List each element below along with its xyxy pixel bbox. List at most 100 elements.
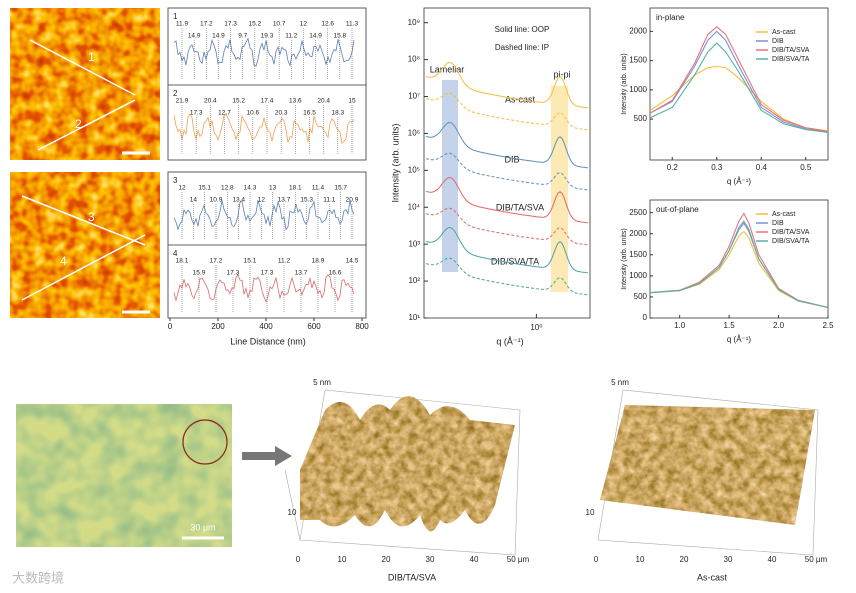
peak-label: 14 bbox=[190, 197, 198, 204]
profile-curve bbox=[173, 113, 355, 144]
peak-label: 10.6 bbox=[247, 110, 260, 117]
y-tick-label: 10 bbox=[586, 508, 595, 517]
panel-label: 2 bbox=[173, 89, 178, 98]
optical-image bbox=[16, 404, 232, 547]
scan-label: 3 bbox=[88, 210, 95, 224]
y-axis-label: Intensity (arb. units) bbox=[390, 123, 400, 202]
z-label: 5 nm bbox=[313, 378, 331, 387]
sample-label: DIB/TA/SVA bbox=[496, 202, 544, 212]
peak-label: 17.2 bbox=[200, 21, 213, 28]
x-tick-label: 1.5 bbox=[724, 321, 736, 330]
peak-label: 17.3 bbox=[227, 270, 240, 277]
x-tick-label: 20 bbox=[382, 555, 391, 564]
y-tick-label: 10⁶ bbox=[408, 129, 420, 138]
x-tick-label: 50 μm bbox=[507, 555, 530, 564]
y-tick-label: 500 bbox=[634, 292, 648, 301]
y-tick-label: 1500 bbox=[629, 56, 647, 65]
x-tick-label: 30 bbox=[426, 555, 435, 564]
peak-label: 15.9 bbox=[193, 270, 206, 277]
x-tick-label: 0.4 bbox=[756, 163, 768, 172]
peak-label: 13.7 bbox=[278, 197, 291, 204]
intensity-curve bbox=[425, 121, 589, 169]
x-tick-label: 0.5 bbox=[800, 163, 812, 172]
x-tick-label: 400 bbox=[259, 322, 273, 331]
caption: DIB/TA/SVA bbox=[388, 572, 436, 582]
annotation: Solid line: OOP bbox=[495, 25, 550, 34]
legend-label: DIB/TA/SVA bbox=[772, 229, 810, 236]
peak-label: 13.7 bbox=[295, 270, 308, 277]
arrow bbox=[242, 446, 292, 466]
peak-label: 15.1 bbox=[244, 258, 257, 265]
band bbox=[442, 80, 458, 272]
peak-label: 18.3 bbox=[332, 110, 345, 117]
peak-label: 15.2 bbox=[249, 21, 262, 28]
scan-label: 2 bbox=[75, 117, 82, 131]
peak-label: 14.9 bbox=[212, 33, 225, 40]
x-axis-label: q (Å⁻¹) bbox=[496, 336, 523, 346]
peak-label: 11.2 bbox=[278, 258, 291, 265]
x-tick-label: 0.3 bbox=[711, 163, 723, 172]
y-tick-label: 10⁵ bbox=[408, 165, 420, 174]
y-tick-label: 2500 bbox=[629, 208, 647, 217]
x-tick-label: 0 bbox=[296, 555, 301, 564]
peak-label: 14.3 bbox=[244, 185, 257, 192]
annotation: Dashed line: IP bbox=[495, 43, 549, 52]
peak-label: 10.9 bbox=[210, 197, 223, 204]
watermark: 大数跨境 bbox=[12, 570, 64, 585]
scale-label: 30 μm bbox=[190, 522, 215, 532]
x-tick-label: 20 bbox=[680, 555, 689, 564]
x-tick-label: 600 bbox=[307, 322, 321, 331]
intensity-curve bbox=[425, 257, 589, 296]
profile-curve bbox=[173, 37, 355, 67]
intensity-curve bbox=[425, 61, 589, 109]
peak-label: 11.2 bbox=[285, 33, 298, 40]
x-tick-label: 30 bbox=[724, 555, 733, 564]
series-line bbox=[649, 230, 829, 309]
peak-label: 17.4 bbox=[261, 98, 274, 105]
profile-curve bbox=[173, 200, 355, 231]
peak-label: 17.3 bbox=[190, 110, 203, 117]
peak-label: 18.9 bbox=[312, 258, 325, 265]
peak-label: 12 bbox=[178, 185, 186, 192]
scan-label: 1 bbox=[88, 50, 95, 64]
afm-map bbox=[10, 8, 160, 160]
legend-label: As-cast bbox=[772, 211, 795, 218]
peak-label: 21.9 bbox=[176, 98, 189, 105]
peak-label: 9.7 bbox=[238, 33, 247, 40]
peak-label: 17.3 bbox=[224, 21, 237, 28]
peak-label: 16.6 bbox=[329, 270, 342, 277]
peak-label: 12.7 bbox=[218, 110, 231, 117]
legend-label: DIB/SVA/TA bbox=[772, 238, 810, 245]
series-line bbox=[649, 220, 829, 309]
y-tick-label: 1000 bbox=[629, 85, 647, 94]
y-tick-label: 1000 bbox=[629, 271, 647, 280]
peak-label: 20.3 bbox=[275, 110, 288, 117]
intensity-curve bbox=[425, 226, 589, 274]
series-line bbox=[649, 25, 829, 132]
peak-label: 12.8 bbox=[221, 185, 234, 192]
peak-label: 17.3 bbox=[261, 270, 274, 277]
y-tick-label: 2000 bbox=[629, 229, 647, 238]
profile-curve bbox=[173, 273, 355, 303]
band-label: Lamellar bbox=[430, 64, 465, 74]
intensity-curve bbox=[425, 176, 589, 224]
peak-label: 16.5 bbox=[303, 110, 316, 117]
peak-label: 18.1 bbox=[176, 258, 189, 265]
peak-label: 19.3 bbox=[261, 33, 274, 40]
x-tick-label: 0 bbox=[594, 555, 599, 564]
panel-label: 3 bbox=[173, 176, 178, 185]
peak-label: 20.9 bbox=[346, 197, 359, 204]
peak-label: 13 bbox=[269, 185, 277, 192]
peak-label: 15.7 bbox=[334, 185, 347, 192]
x-tick-label: 800 bbox=[355, 322, 369, 331]
y-tick-label: 10⁴ bbox=[408, 202, 421, 211]
profile-frame bbox=[167, 7, 367, 161]
z-label: 5 nm bbox=[611, 378, 629, 387]
peak-label: 20.4 bbox=[204, 98, 217, 105]
plot-frame bbox=[423, 7, 591, 319]
legend-label: DIB/SVA/TA bbox=[772, 56, 810, 63]
y-tick-label: 10² bbox=[408, 276, 420, 285]
legend-label: DIB bbox=[772, 38, 784, 45]
series-line bbox=[649, 212, 829, 309]
